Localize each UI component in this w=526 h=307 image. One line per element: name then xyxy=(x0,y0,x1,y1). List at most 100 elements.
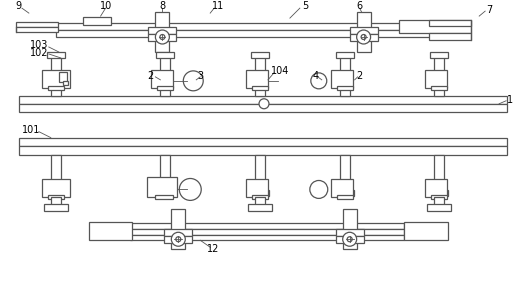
Circle shape xyxy=(347,237,352,242)
Circle shape xyxy=(361,34,366,40)
Bar xyxy=(431,196,447,200)
Bar xyxy=(399,20,471,33)
Bar xyxy=(430,52,448,58)
Bar xyxy=(251,52,269,58)
Bar xyxy=(248,204,272,211)
Text: 2: 2 xyxy=(357,71,363,81)
Bar xyxy=(155,196,174,200)
Circle shape xyxy=(310,181,328,198)
Bar xyxy=(343,209,357,249)
Text: 6: 6 xyxy=(357,1,363,11)
Bar xyxy=(156,52,174,58)
Bar xyxy=(404,222,448,240)
Bar xyxy=(157,86,174,90)
Bar xyxy=(19,138,507,146)
Bar xyxy=(48,86,64,90)
Text: 104: 104 xyxy=(271,66,289,76)
Text: 2: 2 xyxy=(147,71,154,81)
Bar xyxy=(340,154,350,196)
Text: 10: 10 xyxy=(99,1,112,11)
Bar xyxy=(252,86,268,90)
Circle shape xyxy=(176,237,181,242)
Bar xyxy=(426,70,447,88)
Bar xyxy=(19,146,507,154)
Bar xyxy=(331,70,352,88)
Bar xyxy=(255,197,265,205)
Bar xyxy=(130,235,404,240)
Circle shape xyxy=(171,232,185,246)
Bar xyxy=(246,180,268,197)
Bar xyxy=(130,229,404,235)
Bar xyxy=(426,180,447,197)
Text: 4: 4 xyxy=(313,71,319,81)
Bar xyxy=(48,196,64,200)
Text: 1: 1 xyxy=(507,95,513,105)
Bar xyxy=(89,222,133,240)
Bar xyxy=(429,20,471,26)
Circle shape xyxy=(311,73,327,89)
Bar xyxy=(252,196,268,200)
Bar xyxy=(155,12,169,52)
Circle shape xyxy=(160,34,165,40)
Circle shape xyxy=(155,30,169,44)
Bar xyxy=(19,96,507,104)
Text: 12: 12 xyxy=(207,244,219,254)
Bar xyxy=(130,223,404,229)
Text: 11: 11 xyxy=(212,1,224,11)
Text: 9: 9 xyxy=(16,1,22,11)
Text: 101: 101 xyxy=(22,125,40,135)
Bar xyxy=(47,190,65,196)
Bar xyxy=(19,104,507,112)
Bar xyxy=(431,86,447,90)
Bar xyxy=(16,22,58,27)
Bar xyxy=(56,23,469,30)
Bar xyxy=(350,34,378,41)
Bar xyxy=(164,229,193,236)
Bar xyxy=(337,196,352,200)
Bar xyxy=(429,33,471,40)
Bar xyxy=(42,180,70,197)
Circle shape xyxy=(179,178,201,200)
Bar xyxy=(357,12,371,52)
Bar xyxy=(16,27,58,32)
Text: 102: 102 xyxy=(29,48,48,58)
Bar xyxy=(337,86,352,90)
Bar xyxy=(434,54,444,96)
Bar xyxy=(336,229,363,236)
Bar xyxy=(151,70,174,88)
Bar xyxy=(51,154,61,196)
Bar xyxy=(147,177,177,197)
Bar xyxy=(51,54,61,96)
Text: 3: 3 xyxy=(197,71,203,81)
Bar xyxy=(331,180,352,197)
Circle shape xyxy=(343,232,357,246)
Bar xyxy=(59,72,67,82)
Bar xyxy=(42,70,70,88)
Bar xyxy=(336,236,363,243)
Bar xyxy=(255,154,265,196)
Circle shape xyxy=(183,71,203,91)
Bar xyxy=(83,17,110,25)
Bar xyxy=(164,236,193,243)
Bar xyxy=(336,52,353,58)
Bar xyxy=(251,190,269,196)
Bar xyxy=(430,190,448,196)
Bar xyxy=(148,34,176,41)
Bar xyxy=(44,204,68,211)
Text: 103: 103 xyxy=(29,40,48,50)
Bar xyxy=(156,190,174,196)
Bar xyxy=(350,27,378,34)
Bar xyxy=(160,154,170,196)
Text: 7: 7 xyxy=(486,5,492,15)
Text: 8: 8 xyxy=(159,1,166,11)
Bar xyxy=(63,81,68,85)
Circle shape xyxy=(357,30,371,44)
Bar xyxy=(336,190,353,196)
Bar xyxy=(255,54,265,96)
Bar xyxy=(51,197,61,205)
Bar xyxy=(47,52,65,58)
Bar xyxy=(56,30,469,37)
Bar xyxy=(148,27,176,34)
Bar xyxy=(340,54,350,96)
Bar xyxy=(428,204,451,211)
